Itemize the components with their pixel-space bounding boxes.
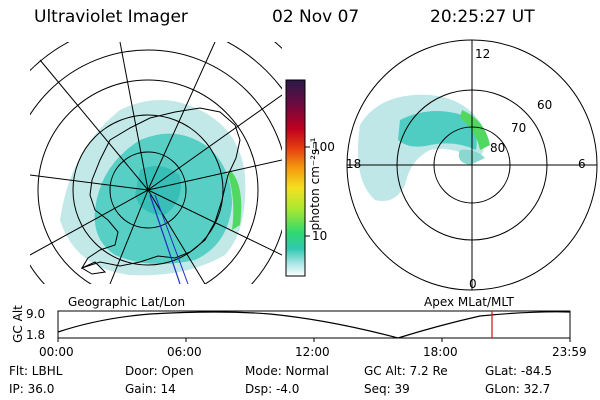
mlat-label-80: 80 [490, 141, 506, 155]
footer-glon: GLon: 32.7 [485, 382, 551, 396]
colorbar-tick-100: 100 [312, 140, 335, 154]
altitude-ylabel: GC Alt [11, 305, 25, 343]
mlat-label-60: 60 [537, 98, 553, 112]
date-label: 02 Nov 07 [272, 7, 360, 27]
mlt-label-12: 12 [475, 47, 491, 61]
colorbar-ticks [305, 146, 310, 237]
xtick-2359: 23:59 [552, 345, 587, 359]
footer-ip: IP: 36.0 [9, 382, 55, 396]
x-ticks [57, 338, 571, 342]
mlt-axes [347, 40, 597, 290]
mlt-label-0: 0 [469, 277, 477, 291]
colorbar [285, 79, 306, 277]
xtick-1800: 18:00 [423, 345, 458, 359]
footer-mode: Mode: Normal [245, 364, 329, 378]
right-map-caption: Apex MLat/MLT [424, 295, 514, 309]
footer-gain: Gain: 14 [125, 382, 176, 396]
footer-glat: GLat: -84.5 [485, 364, 552, 378]
footer-filter: Flt: LBHL [9, 364, 63, 378]
meridian-track [149, 194, 181, 284]
geographic-map [30, 42, 282, 284]
xtick-0000: 00:00 [39, 345, 74, 359]
altitude-ytick-low: 1.8 [26, 328, 46, 342]
lat-circles [30, 42, 282, 284]
footer-dsp: Dsp: -4.0 [245, 382, 300, 396]
aurora-image-right [357, 94, 490, 201]
lon-lines [30, 42, 282, 284]
colorbar-tick-10: 10 [312, 229, 328, 243]
mlt-label-18: 18 [346, 157, 362, 171]
polar-map [346, 39, 598, 291]
altitude-ytick-high: 9.0 [26, 307, 46, 321]
footer-seq: Seq: 39 [364, 382, 410, 396]
altitude-plot [57, 310, 571, 342]
mlat-label-70: 70 [511, 121, 527, 135]
footer-gc-alt: GC Alt: 7.2 Re [364, 364, 448, 378]
instrument-title: Ultraviolet Imager [34, 7, 188, 27]
xtick-0600: 06:00 [167, 345, 202, 359]
xtick-1200: 12:00 [295, 345, 330, 359]
coastline-antarctica [80, 107, 241, 275]
altitude-curve [57, 311, 571, 339]
aurora-image-left [60, 100, 246, 276]
mlt-label-6: 6 [578, 157, 586, 171]
left-map-caption: Geographic Lat/Lon [68, 295, 186, 309]
time-label: 20:25:27 UT [430, 7, 535, 27]
footer-door: Door: Open [125, 364, 194, 378]
colorbar-unit-label: photon cm⁻²s⁻¹ [308, 137, 322, 231]
